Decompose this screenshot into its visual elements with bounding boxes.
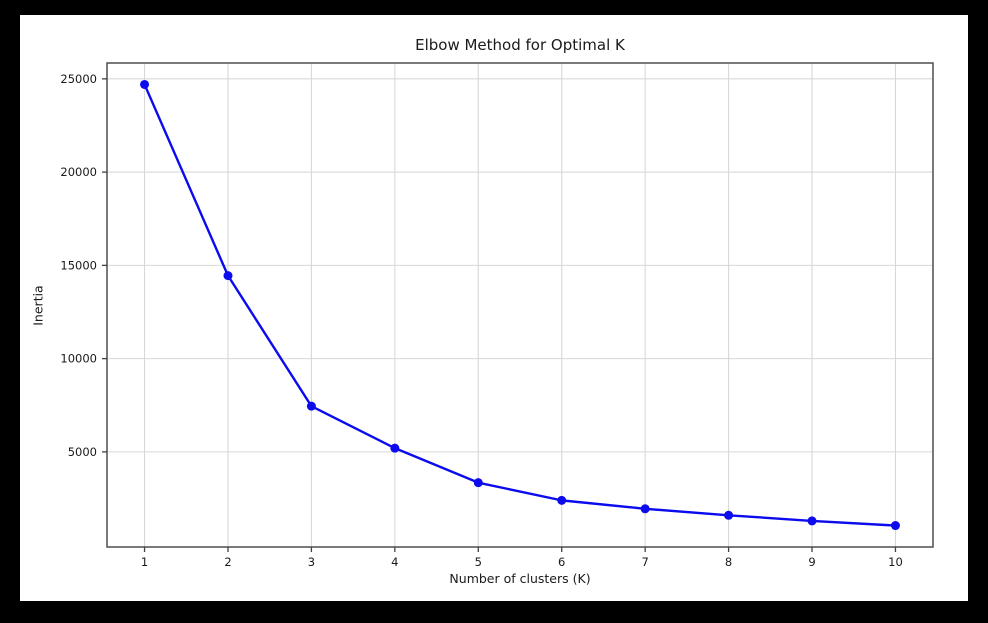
x-tick-label: 10 <box>888 555 903 569</box>
x-tick-label: 9 <box>808 555 815 569</box>
y-tick-label: 10000 <box>60 352 97 366</box>
x-tick-label: 2 <box>224 555 231 569</box>
data-point <box>807 516 817 526</box>
y-tick-label: 15000 <box>60 258 97 272</box>
x-tick-label: 7 <box>641 555 648 569</box>
x-tick-label: 3 <box>308 555 315 569</box>
data-point <box>724 510 734 520</box>
data-point <box>557 495 567 505</box>
data-point <box>890 521 900 531</box>
x-tick-label: 8 <box>725 555 732 569</box>
data-point <box>390 443 400 453</box>
axes-frame <box>106 62 934 548</box>
data-point <box>140 79 150 89</box>
y-tick-label: 20000 <box>60 165 97 179</box>
data-point <box>473 478 483 488</box>
x-tick-label: 5 <box>475 555 482 569</box>
elbow-line-chart: 1 2 3 4 5 6 7 8 9 10 5000 10000 15000 20000 25000 <box>60 62 934 569</box>
x-tick-label: 6 <box>558 555 565 569</box>
x-tick-label: 1 <box>141 555 148 569</box>
y-tick-label: 25000 <box>60 72 97 86</box>
y-tick-label: 5000 <box>68 445 97 459</box>
data-point <box>223 271 233 281</box>
chart-title: Elbow Method for Optimal K <box>415 36 625 54</box>
x-axis-label: Number of clusters (K) <box>449 571 591 586</box>
data-line <box>143 83 897 527</box>
data-point <box>640 504 650 514</box>
data-point <box>306 401 316 411</box>
x-tick-label: 4 <box>391 555 398 569</box>
